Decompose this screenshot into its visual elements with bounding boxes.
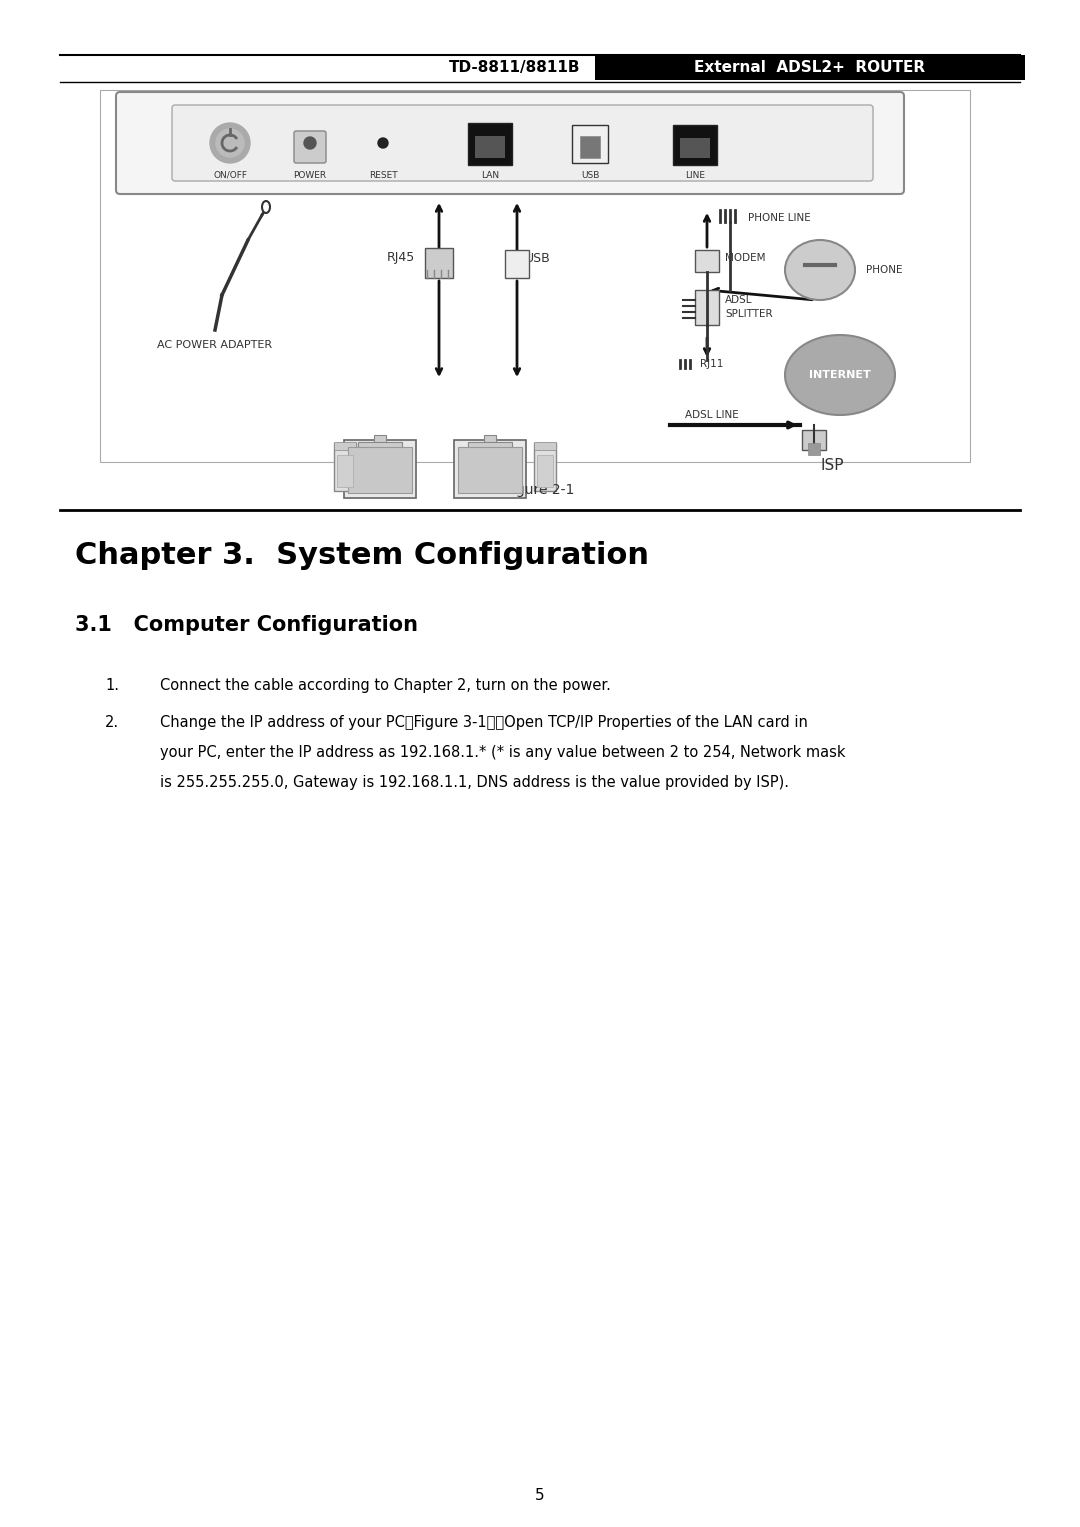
- Text: RJ11: RJ11: [700, 359, 724, 370]
- Text: USB: USB: [581, 171, 599, 180]
- Bar: [468, 441, 512, 450]
- Text: PHONE LINE: PHONE LINE: [748, 212, 811, 223]
- Circle shape: [210, 124, 249, 163]
- Text: 1.: 1.: [105, 678, 119, 693]
- Text: Change the IP address of your PC（Figure 3-1）：Open TCP/IP Properties of the LAN c: Change the IP address of your PC（Figure …: [160, 715, 808, 730]
- Circle shape: [378, 137, 388, 148]
- Text: AC POWER ADAPTER: AC POWER ADAPTER: [158, 341, 272, 350]
- Text: TD-8811/8811B: TD-8811/8811B: [448, 60, 580, 75]
- Text: Chapter 3.  System Configuration: Chapter 3. System Configuration: [75, 541, 649, 570]
- Bar: [505, 250, 529, 278]
- Bar: [534, 441, 556, 450]
- Bar: [696, 290, 719, 325]
- Text: 2.: 2.: [105, 715, 119, 730]
- Bar: [595, 55, 1025, 79]
- Bar: [100, 90, 970, 463]
- Circle shape: [303, 137, 316, 150]
- Text: External  ADSL2+  ROUTER: External ADSL2+ ROUTER: [694, 60, 926, 75]
- Bar: [580, 136, 600, 157]
- Text: MODEM: MODEM: [725, 253, 766, 263]
- Circle shape: [216, 128, 244, 157]
- Text: LINE: LINE: [685, 171, 705, 180]
- Bar: [808, 443, 820, 455]
- Text: ADSL LINE: ADSL LINE: [685, 411, 739, 420]
- FancyBboxPatch shape: [345, 440, 416, 498]
- FancyBboxPatch shape: [294, 131, 326, 163]
- Bar: [348, 447, 411, 493]
- Text: USB: USB: [525, 252, 551, 264]
- Text: PHONE: PHONE: [866, 266, 903, 275]
- Bar: [484, 435, 496, 443]
- Text: is 255.255.255.0, Gateway is 192.168.1.1, DNS address is the value provided by I: is 255.255.255.0, Gateway is 192.168.1.1…: [160, 776, 789, 789]
- FancyBboxPatch shape: [454, 440, 526, 498]
- Bar: [534, 443, 556, 492]
- Text: ADSL
SPLITTER: ADSL SPLITTER: [725, 295, 772, 319]
- Ellipse shape: [785, 334, 895, 415]
- Text: RESET: RESET: [368, 171, 397, 180]
- Text: RJ45: RJ45: [387, 252, 415, 264]
- Bar: [572, 125, 608, 163]
- Bar: [458, 447, 522, 493]
- Bar: [334, 443, 356, 492]
- Text: ON/OFF: ON/OFF: [213, 171, 247, 180]
- Text: POWER: POWER: [294, 171, 326, 180]
- Bar: [475, 136, 505, 157]
- Text: 3.1   Computer Configuration: 3.1 Computer Configuration: [75, 615, 418, 635]
- Text: INTERNET: INTERNET: [809, 370, 870, 380]
- Bar: [334, 441, 356, 450]
- FancyBboxPatch shape: [172, 105, 873, 182]
- Bar: [337, 455, 353, 487]
- Text: Connect the cable according to Chapter 2, turn on the power.: Connect the cable according to Chapter 2…: [160, 678, 611, 693]
- Text: your PC, enter the IP address as 192.168.1.* (* is any value between 2 to 254, N: your PC, enter the IP address as 192.168…: [160, 745, 846, 760]
- Bar: [680, 137, 710, 157]
- FancyBboxPatch shape: [116, 92, 904, 194]
- Bar: [673, 125, 717, 165]
- Text: Figure 2-1: Figure 2-1: [505, 483, 575, 496]
- Bar: [537, 455, 553, 487]
- Bar: [357, 441, 402, 450]
- Text: ISP: ISP: [820, 458, 843, 472]
- Bar: [426, 247, 453, 278]
- Ellipse shape: [262, 202, 270, 212]
- Ellipse shape: [785, 240, 855, 299]
- Bar: [468, 124, 512, 165]
- Bar: [802, 431, 826, 450]
- Bar: [374, 435, 386, 443]
- Text: 5: 5: [536, 1487, 544, 1503]
- Bar: [696, 250, 719, 272]
- Text: LAN: LAN: [481, 171, 499, 180]
